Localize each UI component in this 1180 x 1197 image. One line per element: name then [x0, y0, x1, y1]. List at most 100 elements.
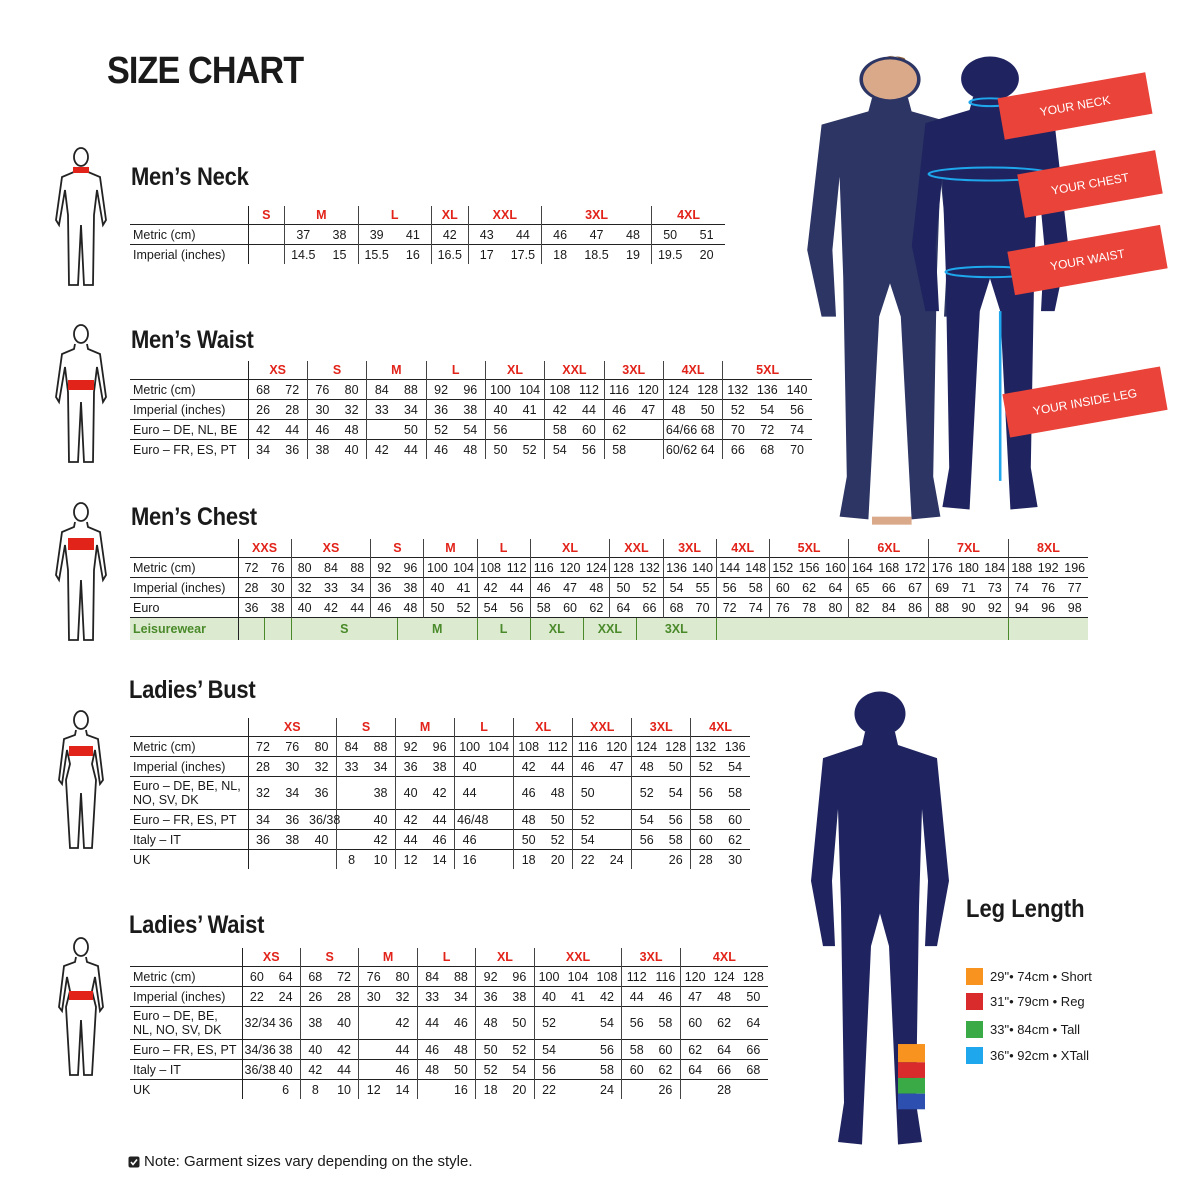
- table-cell: 44: [621, 986, 652, 1007]
- table-cell: 38: [455, 399, 486, 420]
- row-label: Metric (cm): [130, 966, 243, 987]
- table-cell: 112: [543, 736, 573, 757]
- table-cell: 80: [290, 557, 318, 578]
- page-title: SIZE CHART: [107, 50, 304, 92]
- table-cell: 62: [720, 829, 750, 850]
- table-cell: 64: [822, 577, 849, 598]
- table-cell: 116: [529, 557, 557, 578]
- table-cell: 18: [475, 1079, 505, 1099]
- table-cell: 52: [475, 1059, 505, 1080]
- table-cell: [307, 849, 337, 869]
- table-cell: 64: [738, 1006, 768, 1040]
- table-cell: 108: [592, 966, 622, 987]
- table-cell: 8: [336, 849, 367, 869]
- table-row: Euro – DE, NL, BE 42 44 46 48 50 52 54 56 58 60 62 6…: [130, 419, 812, 440]
- table-cell: 56: [715, 577, 743, 598]
- table-cell: 112: [503, 557, 531, 578]
- table-cell: 88: [344, 557, 371, 578]
- table-cell: [602, 776, 632, 810]
- table-cell: 132: [690, 736, 721, 757]
- mens-chest-table: XXS XS S M L XL XXL 3XL 4XL 5XL 6XL 7XL 8XL Metric (c…: [130, 539, 1088, 640]
- table-row: Euro – FR, ES, PT 34/36 38 40 42 44 46 48 50 52 54…: [130, 1039, 768, 1060]
- table-cell: 184: [981, 557, 1009, 578]
- table-cell: 68: [299, 966, 330, 987]
- leisurewear-cell: XXL: [582, 617, 637, 640]
- size-label: XXL: [609, 539, 663, 558]
- leg-length-short: 29"• 74cm • Short: [966, 968, 1092, 985]
- table-cell: 58: [529, 597, 557, 618]
- table-cell: 42: [592, 986, 622, 1007]
- size-label: 6XL: [848, 539, 929, 558]
- row-label: Imperial (inches): [130, 756, 249, 777]
- table-cell: 80: [822, 597, 849, 618]
- table-cell: 44: [344, 597, 371, 618]
- table-cell: 48: [455, 439, 486, 459]
- table-cell: 42: [544, 399, 575, 420]
- table-cell: 58: [651, 1006, 681, 1040]
- size-label: XL: [529, 539, 610, 558]
- table-cell: 72: [752, 419, 783, 440]
- table-cell: 40: [395, 776, 426, 810]
- table-cell: 40: [290, 597, 318, 618]
- table-cell: [248, 849, 278, 869]
- table-cell: 6: [271, 1079, 301, 1099]
- table-cell: 42: [248, 419, 278, 440]
- leisurewear-cell: 3XL: [635, 617, 717, 640]
- size-label: 7XL: [928, 539, 1009, 558]
- table-cell: 15: [321, 244, 359, 264]
- table-cell: 44: [395, 829, 426, 850]
- table-cell: 48: [397, 597, 424, 618]
- row-label: UK: [130, 849, 249, 869]
- table-cell: 36/38: [307, 809, 340, 830]
- table-cell: 74: [1007, 577, 1035, 598]
- male-body-chest-icon: [55, 502, 107, 641]
- table-cell: [358, 1059, 389, 1080]
- table-cell: 128: [738, 966, 768, 987]
- table-cell: 124: [662, 379, 694, 400]
- table-cell: 54: [504, 1059, 535, 1080]
- table-cell: 98: [1061, 597, 1088, 618]
- table-cell: 51: [688, 224, 725, 245]
- table-cell: 56: [621, 1006, 652, 1040]
- mens-neck-title: Men’s Neck: [131, 163, 249, 191]
- table-row: Metric (cm) 72 76 80 84 88 92 96 100 104 108 112 116…: [130, 557, 1088, 578]
- mens-waist-title: Men’s Waist: [131, 326, 254, 354]
- table-cell: 55: [689, 577, 717, 598]
- table-cell: 140: [689, 557, 717, 578]
- leg-length-xtall: 36"• 92cm • XTall: [966, 1047, 1089, 1064]
- table-cell: 54: [662, 577, 690, 598]
- table-cell: 16: [454, 849, 485, 869]
- table-cell: 132: [722, 379, 753, 400]
- table-cell: 58: [544, 419, 575, 440]
- size-label: 4XL: [690, 718, 750, 737]
- table-cell: 42: [329, 1039, 359, 1060]
- row-label: Euro – FR, ES, PT: [130, 809, 249, 830]
- table-cell: 20: [688, 244, 725, 264]
- table-cell: 54: [572, 829, 603, 850]
- table-row: Euro – FR, ES, PT 34 36 36/38 40 42 44 46/48 48 5…: [130, 809, 750, 830]
- table-cell: 116: [572, 736, 603, 757]
- table-cell: 54: [752, 399, 783, 420]
- leg-length-title: Leg Length: [966, 895, 1085, 923]
- size-label: XL: [430, 206, 469, 225]
- table-cell: 40: [271, 1059, 301, 1080]
- row-label: Euro – DE, BE, NL, NO, SV, DK: [130, 1006, 243, 1040]
- size-label: 4XL: [715, 539, 770, 558]
- table-cell: 22: [533, 1079, 564, 1099]
- mens-chest-title: Men’s Chest: [131, 503, 257, 531]
- table-cell: 18: [513, 849, 544, 869]
- table-cell: 41: [394, 224, 432, 245]
- table-cell: 54: [476, 597, 504, 618]
- size-label: XXL: [572, 718, 632, 737]
- table-cell: [602, 829, 632, 850]
- row-label: Euro – FR, ES, PT: [130, 1039, 243, 1060]
- table-cell: 44: [416, 1006, 447, 1040]
- table-cell: 46: [529, 577, 557, 598]
- table-cell: 56: [782, 399, 812, 420]
- table-cell: 52: [722, 399, 753, 420]
- table-cell: [358, 1006, 389, 1040]
- female-body-bust-icon: [58, 710, 104, 849]
- table-cell: 62: [679, 1039, 710, 1060]
- table-cell: 44: [574, 399, 605, 420]
- table-cell: 38: [321, 224, 359, 245]
